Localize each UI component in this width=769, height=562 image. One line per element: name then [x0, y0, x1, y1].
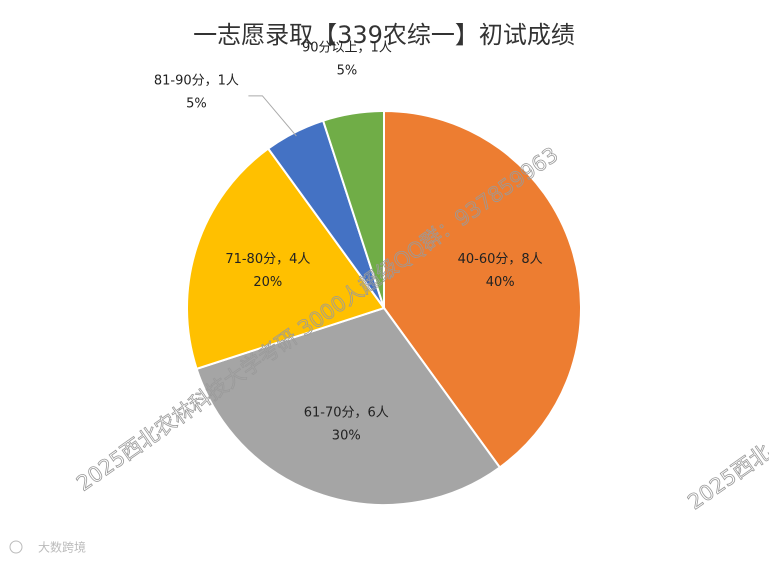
logo-icon — [9, 540, 23, 554]
pie-slice — [383, 109, 582, 469]
data-label: 71-80分，4人 — [225, 252, 310, 267]
labels: 40-60分，8人 40% 61-70分，6人 30% 71-80分，4人 20% 81-9… — [154, 40, 543, 443]
leader-line — [248, 95, 297, 137]
pie-slice — [195, 306, 502, 506]
chart-title: 一志愿录取【339农综一】初试成绩 — [193, 21, 575, 49]
logo-text: 大数跨境 — [38, 540, 86, 555]
watermark: 2025西北 — [683, 440, 769, 514]
pie-slice — [186, 147, 386, 371]
data-label: 40% — [486, 275, 515, 290]
data-label: 20% — [253, 275, 282, 290]
data-label: 61-70分，6人 — [304, 406, 389, 421]
data-label: 5% — [337, 63, 358, 78]
data-label: 40-60分，8人 — [458, 252, 543, 267]
data-label: 5% — [186, 96, 207, 111]
data-label: 90分以上，1人 — [302, 40, 392, 55]
data-label: 30% — [332, 429, 361, 444]
data-label: 81-90分，1人 — [154, 73, 239, 88]
pie — [186, 109, 582, 506]
pie-slice — [321, 109, 385, 309]
